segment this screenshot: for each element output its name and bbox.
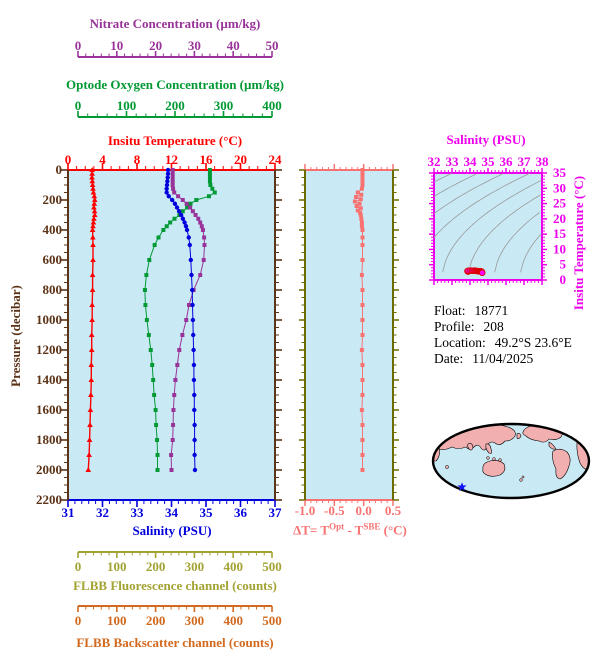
main-profile-panel: 0200400600800100012001400160018002000220… [36, 152, 282, 520]
tick-label: 50 [266, 38, 279, 53]
tick-label: 12 [165, 152, 178, 167]
tick-label: 37 [518, 154, 532, 169]
tick-label: 30 [188, 38, 201, 53]
tick-label: 0 [56, 162, 63, 177]
tick-label: 32 [96, 505, 109, 520]
tick-label: 35 [200, 505, 214, 520]
backscatter-axis-title: FLBB Backscatter channel (counts) [76, 635, 274, 650]
tick-label: 0 [75, 559, 82, 574]
tick-label: 500 [262, 559, 282, 574]
tick-label: -1.0 [295, 503, 316, 518]
tick-label: 1600 [36, 402, 62, 417]
tick-label: 0.5 [385, 503, 402, 518]
tick-label: 40 [227, 38, 240, 53]
tick-label: 16 [200, 152, 214, 167]
float-info: Float: 18771 Profile: 208 Location: 49.2°S … [434, 303, 572, 367]
tick-label: 33 [446, 154, 460, 169]
tick-label: 33 [131, 505, 145, 520]
tick-label: 0 [560, 272, 567, 287]
pressure-axis-title: Pressure (decibar) [8, 285, 23, 387]
delta-panel: -1.0 -0.5 0.0 0.5 [295, 164, 402, 518]
tick-label: 2000 [36, 462, 62, 477]
ts-salinity-title: Salinity (PSU) [446, 132, 526, 147]
salinity-axis-title: Salinity (PSU) [132, 523, 212, 538]
tick-label: 400 [262, 98, 282, 113]
tick-label: 1200 [36, 342, 62, 357]
delta-t-axis-label: ΔT= TOpt - TSBE (°C) [293, 521, 407, 538]
temperature-axis-title: Insitu Temperature (°C) [107, 133, 243, 148]
tick-label: 36 [500, 154, 514, 169]
delta-curve [352, 168, 365, 472]
tick-label: 500 [262, 613, 282, 628]
tick-label: 20 [149, 38, 162, 53]
tick-label: 4 [99, 152, 106, 167]
tick-label: 15 [553, 226, 567, 241]
tick-label: 0 [65, 152, 72, 167]
tick-label: 100 [107, 613, 127, 628]
tick-label: -0.5 [324, 503, 345, 518]
tick-label: 400 [223, 559, 243, 574]
tick-label: 300 [214, 98, 234, 113]
tick-label: 0 [75, 38, 82, 53]
panel-backgrounds [68, 170, 542, 500]
tick-label: 300 [185, 559, 205, 574]
tick-label: 300 [185, 613, 205, 628]
tick-label: 10 [553, 241, 566, 256]
tick-label: 200 [165, 98, 185, 113]
tick-label: 34 [464, 154, 478, 169]
tick-label: 32 [428, 154, 441, 169]
ts-points [464, 267, 486, 277]
tick-label: 800 [43, 282, 63, 297]
fluorescence-axis-title: FLBB Fluorescence channel (counts) [73, 578, 277, 593]
tick-label: 37 [269, 505, 283, 520]
float-location-marker [457, 482, 467, 491]
tick-label: 5 [560, 257, 567, 272]
tick-label: 0 [75, 98, 82, 113]
backscatter-scalebar: 0 100 200 300 400 500 [75, 605, 282, 628]
tick-label: 8 [134, 152, 141, 167]
nitrate-scalebar: 0 10 20 30 40 50 [75, 38, 279, 58]
tick-label: 31 [62, 505, 75, 520]
location-line: Location: 49.2°S 23.6°E [434, 335, 572, 350]
ts-temperature-title: Insitu Temperature (°C) [571, 175, 586, 311]
oxygen-scalebar: 0 100 200 300 400 [75, 98, 282, 118]
tick-label: 600 [43, 252, 63, 267]
tick-label: 30 [553, 180, 566, 195]
tick-label: 20 [234, 152, 247, 167]
world-map [431, 422, 591, 500]
tick-label: 10 [110, 38, 123, 53]
tick-label: 20 [553, 211, 566, 226]
tick-label: 200 [146, 559, 166, 574]
tick-label: 38 [536, 154, 550, 169]
profile-curves [85, 167, 217, 473]
tick-label: 1800 [36, 432, 62, 447]
tick-label: 400 [223, 613, 243, 628]
float-id-line: Float: 18771 [434, 303, 509, 318]
tick-label: 25 [553, 196, 567, 211]
nitrate-axis-title: Nitrate Concentration (µm/kg) [89, 16, 261, 31]
tick-label: 2200 [36, 492, 62, 507]
ts-contours [433, 172, 542, 273]
tick-label: 24 [269, 152, 283, 167]
oxygen-axis-title: Optode Oxygen Concentration (µm/kg) [65, 77, 285, 92]
tick-label: 1400 [36, 372, 62, 387]
tick-label: 200 [43, 192, 63, 207]
profile-line: Profile: 208 [434, 319, 504, 334]
date-line: Date: 11/04/2025 [434, 351, 534, 366]
fluorescence-scalebar: 0 100 200 300 400 500 [75, 551, 282, 574]
tick-label: 400 [43, 222, 63, 237]
tick-label: 35 [482, 154, 496, 169]
tick-label: 100 [117, 98, 137, 113]
tick-label: 200 [146, 613, 166, 628]
tick-label: 34 [165, 505, 179, 520]
tick-label: 0 [75, 613, 82, 628]
tick-label: 0.0 [356, 503, 372, 518]
tick-label: 100 [107, 559, 127, 574]
tick-label: 1000 [36, 312, 62, 327]
tick-label: 36 [234, 505, 248, 520]
tick-label: 35 [553, 165, 567, 180]
